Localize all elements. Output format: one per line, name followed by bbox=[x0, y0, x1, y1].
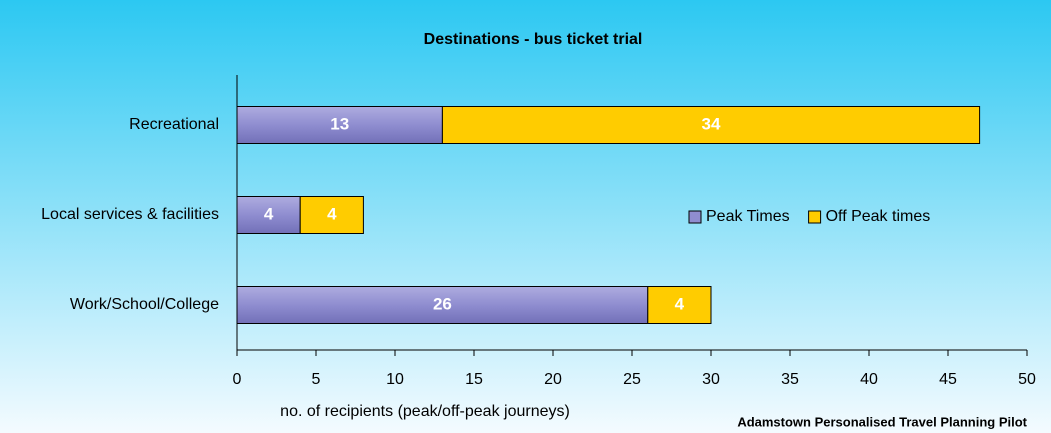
chart-title: Destinations - bus ticket trial bbox=[424, 31, 643, 48]
bar bbox=[236, 196, 301, 234]
data-label: 13 bbox=[330, 114, 349, 133]
data-label: 4 bbox=[327, 204, 337, 223]
x-tick-label: 20 bbox=[544, 371, 562, 388]
x-axis-label: no. of recipients (peak/off-peak journey… bbox=[280, 403, 570, 420]
data-label: 4 bbox=[675, 294, 685, 313]
data-label: 34 bbox=[702, 114, 721, 133]
x-tick-label: 10 bbox=[386, 371, 404, 388]
legend-swatch bbox=[808, 210, 822, 224]
x-tick-label: 25 bbox=[623, 371, 641, 388]
data-label: 4 bbox=[264, 204, 274, 223]
bar bbox=[299, 196, 364, 234]
x-tick-label: 30 bbox=[702, 371, 720, 388]
x-tick-label: 5 bbox=[312, 371, 321, 388]
bar bbox=[647, 286, 712, 324]
legend-label: Peak Times bbox=[706, 208, 790, 225]
legend-label: Off Peak times bbox=[826, 208, 931, 225]
bar bbox=[236, 106, 443, 144]
footnote: Adamstown Personalised Travel Planning P… bbox=[737, 414, 1027, 429]
data-label: 26 bbox=[433, 294, 452, 313]
x-tick-label: 50 bbox=[1018, 371, 1036, 388]
x-tick-label: 35 bbox=[781, 371, 799, 388]
x-tick-label: 45 bbox=[939, 371, 957, 388]
bar bbox=[441, 106, 981, 144]
bar bbox=[236, 286, 649, 324]
x-tick-label: 40 bbox=[860, 371, 878, 388]
y-tick-label: Local services & facilities bbox=[41, 206, 219, 223]
x-tick-label: 15 bbox=[465, 371, 483, 388]
x-tick-label: 0 bbox=[233, 371, 242, 388]
legend-swatch bbox=[688, 210, 702, 224]
y-tick-label: Recreational bbox=[129, 116, 219, 133]
y-tick-label: Work/School/College bbox=[70, 296, 219, 313]
